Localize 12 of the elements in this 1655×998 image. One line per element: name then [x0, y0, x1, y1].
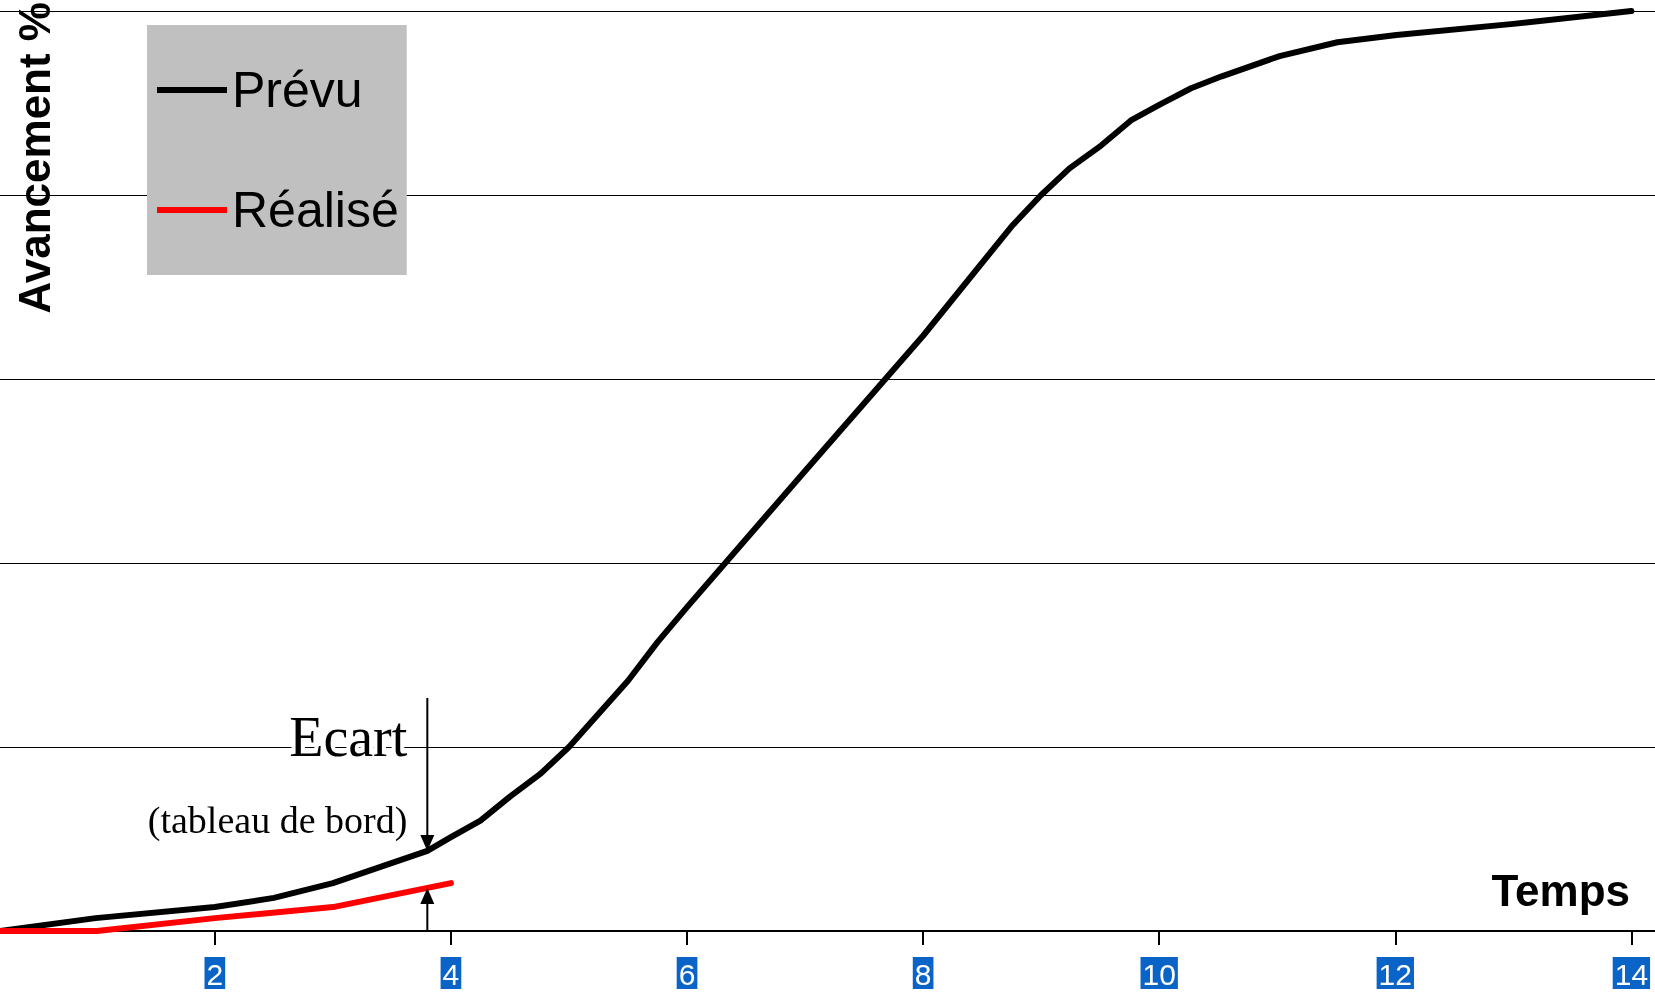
annotation: (tableau de bord): [147, 798, 408, 842]
x-tick-label: 12: [1378, 957, 1412, 991]
legend-label: Réalisé: [232, 182, 399, 238]
x-tick-label: 10: [1142, 957, 1176, 991]
x-axis-title: Temps: [1491, 865, 1631, 915]
x-tick-label: 14: [1614, 957, 1649, 991]
x-tick-label: 6: [678, 957, 696, 991]
x-tick-label: 2: [206, 957, 224, 991]
x-tick-label: 4: [442, 957, 460, 991]
legend-label: Prévu: [232, 62, 363, 118]
y-axis-title: Avancement %: [9, 2, 59, 314]
x-tick-label: 8: [914, 957, 932, 991]
